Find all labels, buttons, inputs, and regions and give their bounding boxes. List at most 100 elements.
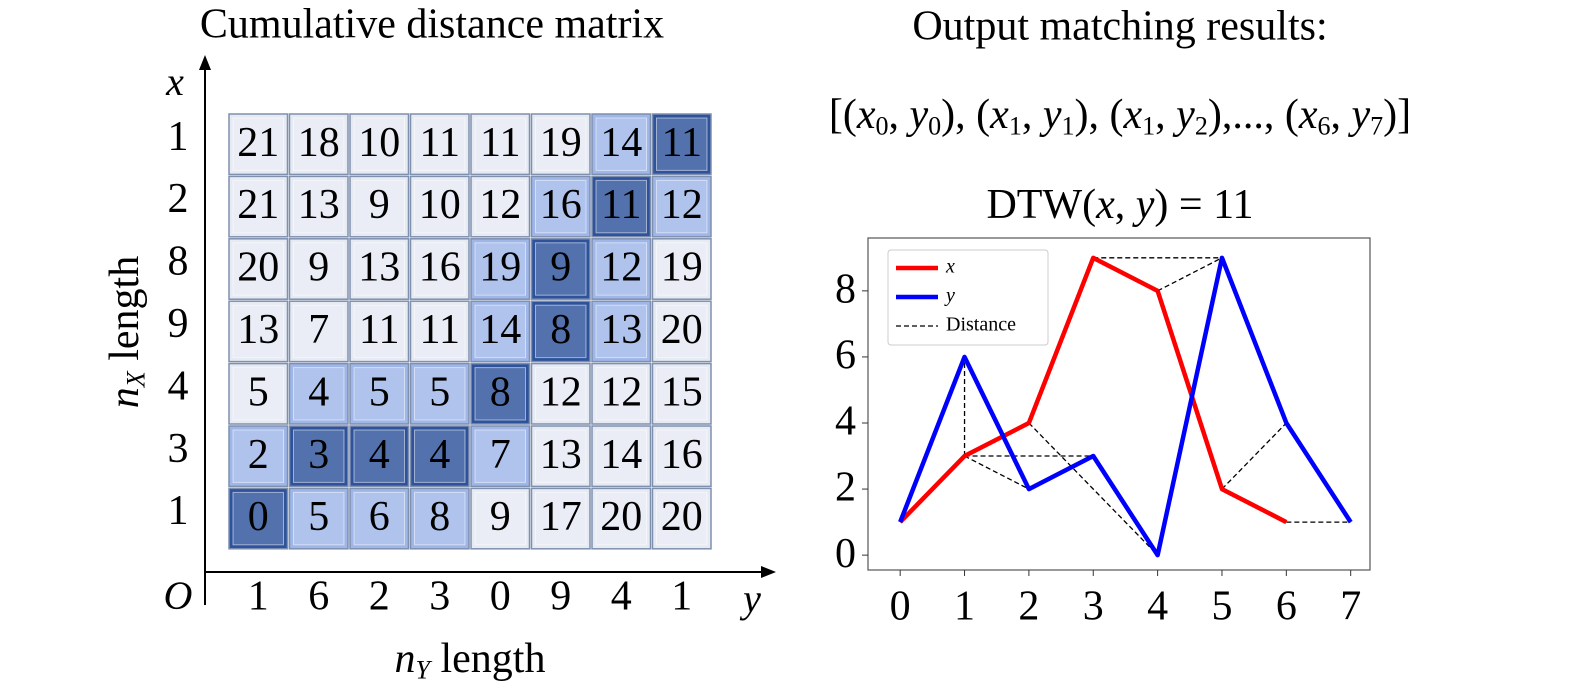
x-axis-label: x xyxy=(165,59,184,104)
cell-value: 11 xyxy=(662,120,702,166)
cell-bevel xyxy=(414,117,466,171)
matrix-cell xyxy=(288,175,349,238)
matrix-cell xyxy=(651,425,712,488)
matrix-cell xyxy=(228,425,289,488)
col-label: 3 xyxy=(429,574,450,620)
cell-bevel xyxy=(474,491,526,546)
cell-bevel xyxy=(595,429,647,483)
cell-bevel xyxy=(595,179,647,234)
matrix-cell xyxy=(470,487,531,550)
text-part: length xyxy=(430,636,545,682)
x-tick-label: 6 xyxy=(1276,584,1297,630)
cell-value: 13 xyxy=(540,432,582,478)
cell-bevel xyxy=(414,491,466,546)
cell-bevel xyxy=(656,242,708,296)
cell-bevel xyxy=(293,429,345,483)
cell-value: 0 xyxy=(248,494,269,540)
matrix-cell xyxy=(288,425,349,488)
matrix-cell xyxy=(288,362,349,425)
matrix-cell xyxy=(591,238,652,300)
cell-value: 7 xyxy=(490,432,511,478)
text-part: x xyxy=(856,92,876,138)
cell-bevel xyxy=(232,117,284,171)
cell-value: 8 xyxy=(490,369,511,415)
cell-value: 6 xyxy=(369,494,390,540)
cell-value: 21 xyxy=(237,182,279,228)
cell-value: 5 xyxy=(369,369,390,415)
matrix-cell xyxy=(591,487,652,550)
cell-bevel xyxy=(414,429,466,483)
cell-bevel xyxy=(353,304,405,359)
y-tick-label: 2 xyxy=(835,465,856,511)
cell-bevel xyxy=(474,367,526,421)
matrix-cell xyxy=(591,300,652,363)
cell-value: 16 xyxy=(661,432,703,478)
cell-bevel xyxy=(232,242,284,296)
col-label: 9 xyxy=(550,574,571,620)
cell-value: 2 xyxy=(248,432,269,478)
row-label: 8 xyxy=(168,239,189,285)
cell-value: 4 xyxy=(369,432,390,478)
x-tick-label: 5 xyxy=(1211,584,1232,630)
results-title: Output matching results: xyxy=(912,4,1327,50)
matrix-cell xyxy=(228,113,289,176)
cell-bevel xyxy=(535,367,587,421)
cell-value: 4 xyxy=(429,432,450,478)
text-part: 1 xyxy=(1061,111,1074,140)
text-part: DTW( xyxy=(986,182,1096,228)
cell-bevel xyxy=(353,117,405,171)
cell-bevel xyxy=(293,117,345,171)
col-axis-arrow xyxy=(761,566,776,578)
cell-bevel xyxy=(474,304,526,359)
text-part: 2 xyxy=(1195,111,1208,140)
cell-value: 15 xyxy=(661,369,703,415)
cell-bevel xyxy=(293,491,345,546)
cell-value: 12 xyxy=(600,245,642,291)
cell-value: 20 xyxy=(237,245,279,291)
distance-line xyxy=(1221,422,1287,490)
matrix-cell xyxy=(409,487,470,550)
text-part: , xyxy=(1022,92,1043,138)
cell-value: 11 xyxy=(420,120,460,166)
cell-bevel xyxy=(535,304,587,359)
text-part: 0 xyxy=(875,111,888,140)
cell-value: 13 xyxy=(358,245,400,291)
cell-bevel xyxy=(232,304,284,359)
cell-value: 12 xyxy=(600,369,642,415)
matrix-cell xyxy=(228,238,289,300)
cell-value: 10 xyxy=(419,182,461,228)
x-tick-label: 7 xyxy=(1340,584,1361,630)
cell-bevel xyxy=(595,304,647,359)
text-part: 0 xyxy=(928,111,941,140)
cell-value: 9 xyxy=(490,494,511,540)
cell-value: 11 xyxy=(480,120,520,166)
matrix-cell xyxy=(228,300,289,363)
cell-bevel xyxy=(353,491,405,546)
cell-value: 8 xyxy=(550,307,571,353)
matrix-cell xyxy=(349,238,410,300)
rich-text: [(x0, y0), (x1, y1), (x1, y2),..., (x6, … xyxy=(829,92,1411,141)
matrix-cell xyxy=(409,425,470,488)
matrix-cell xyxy=(530,425,591,488)
matrix-cell xyxy=(651,113,712,176)
text-part: y xyxy=(1039,92,1062,138)
matrix-cell xyxy=(409,362,470,425)
text-part: 7 xyxy=(1370,111,1383,140)
cell-value: 8 xyxy=(429,494,450,540)
text-part: length xyxy=(102,256,148,371)
matrix-cell xyxy=(591,113,652,176)
distance-line xyxy=(964,455,1030,490)
cell-bevel xyxy=(414,179,466,234)
cell-bevel xyxy=(474,179,526,234)
legend-box xyxy=(887,249,1049,346)
col-label: 0 xyxy=(490,574,511,620)
plot-frame xyxy=(867,237,1371,571)
cell-bevel xyxy=(232,179,284,234)
text-part: , xyxy=(1330,92,1351,138)
cell-bevel xyxy=(293,304,345,359)
cell-value: 20 xyxy=(661,494,703,540)
text-part: ),..., ( xyxy=(1208,92,1299,138)
cell-bevel xyxy=(535,117,587,171)
matrix-cell xyxy=(470,300,531,363)
cell-bevel xyxy=(656,304,708,359)
